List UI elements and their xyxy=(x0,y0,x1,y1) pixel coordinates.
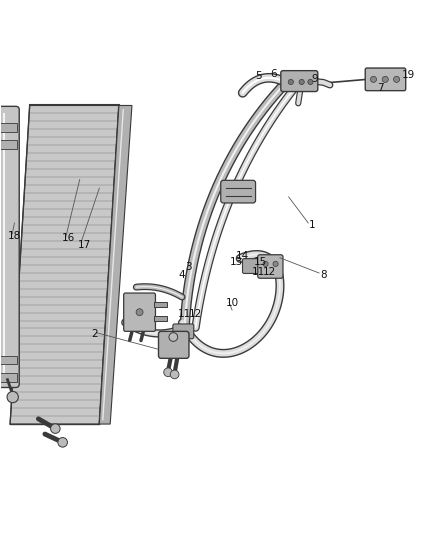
Text: 5: 5 xyxy=(255,71,261,81)
Bar xyxy=(0,123,17,132)
Circle shape xyxy=(170,370,179,379)
Circle shape xyxy=(263,261,268,266)
Text: 1: 1 xyxy=(309,220,316,230)
Text: 6: 6 xyxy=(270,69,277,79)
Circle shape xyxy=(371,76,377,83)
Polygon shape xyxy=(10,106,119,424)
Circle shape xyxy=(58,438,67,447)
Text: 13: 13 xyxy=(230,257,243,267)
Circle shape xyxy=(299,79,304,85)
Circle shape xyxy=(273,261,278,266)
FancyBboxPatch shape xyxy=(124,293,155,332)
Text: 19: 19 xyxy=(402,70,415,80)
Circle shape xyxy=(382,76,389,83)
Text: 16: 16 xyxy=(62,233,75,243)
Circle shape xyxy=(50,424,60,433)
Text: 12: 12 xyxy=(262,266,276,277)
FancyBboxPatch shape xyxy=(281,71,318,92)
Text: 8: 8 xyxy=(320,270,327,280)
Text: 15: 15 xyxy=(254,257,267,267)
Circle shape xyxy=(308,79,313,85)
Text: 18: 18 xyxy=(8,231,21,241)
Text: 4: 4 xyxy=(179,270,185,280)
FancyBboxPatch shape xyxy=(243,259,264,273)
FancyBboxPatch shape xyxy=(0,107,19,387)
Circle shape xyxy=(288,79,293,85)
Circle shape xyxy=(169,333,178,341)
Circle shape xyxy=(136,309,143,316)
Circle shape xyxy=(393,76,399,83)
FancyBboxPatch shape xyxy=(221,180,255,203)
Text: 12: 12 xyxy=(188,309,201,319)
Text: 11: 11 xyxy=(251,266,265,277)
Text: 7: 7 xyxy=(377,83,383,93)
Text: 14: 14 xyxy=(237,251,250,261)
Bar xyxy=(0,373,17,382)
Text: 9: 9 xyxy=(311,75,318,84)
Text: 2: 2 xyxy=(92,329,98,339)
Text: 3: 3 xyxy=(185,262,192,271)
Text: 17: 17 xyxy=(78,240,91,250)
Circle shape xyxy=(164,368,173,377)
Circle shape xyxy=(7,391,18,403)
FancyBboxPatch shape xyxy=(365,68,406,91)
FancyBboxPatch shape xyxy=(159,332,189,358)
Polygon shape xyxy=(99,106,132,424)
Text: 11: 11 xyxy=(177,309,191,319)
Text: 10: 10 xyxy=(226,298,239,309)
FancyBboxPatch shape xyxy=(173,324,194,339)
FancyBboxPatch shape xyxy=(258,255,283,278)
Bar xyxy=(0,140,17,149)
Bar xyxy=(154,302,167,307)
Bar xyxy=(154,316,167,321)
Bar xyxy=(0,356,17,365)
